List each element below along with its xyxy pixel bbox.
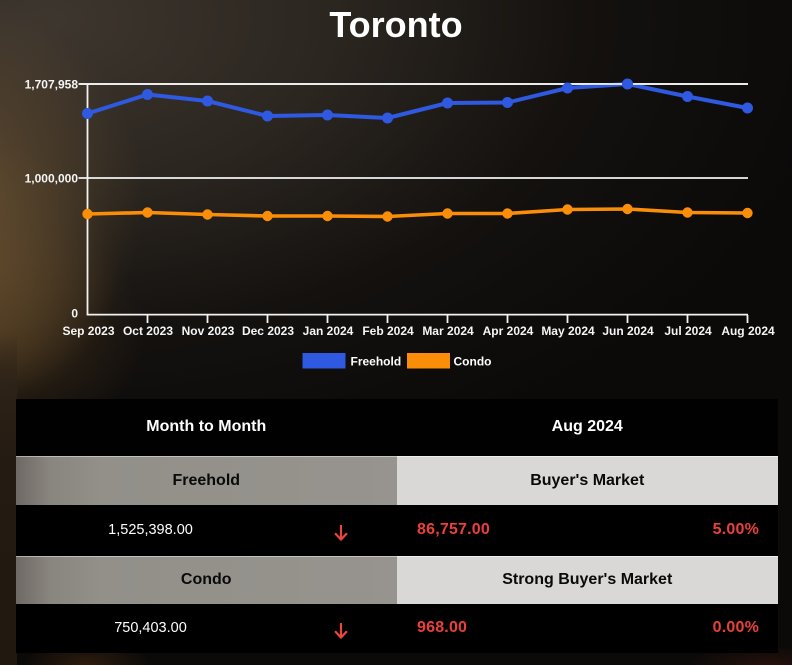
svg-text:Dec 2023: Dec 2023	[242, 324, 294, 338]
svg-text:Jun 2024: Jun 2024	[602, 324, 654, 338]
svg-text:Oct 2023: Oct 2023	[123, 324, 173, 338]
svg-text:0: 0	[71, 307, 78, 321]
svg-text:Mar 2024: Mar 2024	[422, 324, 474, 338]
svg-text:Apr 2024: Apr 2024	[483, 324, 534, 338]
svg-text:1,707,958: 1,707,958	[25, 78, 79, 92]
svg-text:May 2024: May 2024	[541, 324, 595, 338]
svg-text:Sep 2023: Sep 2023	[62, 324, 114, 338]
svg-text:Nov 2023: Nov 2023	[182, 324, 235, 338]
svg-text:Jan 2024: Jan 2024	[303, 324, 354, 338]
svg-text:Jul 2024: Jul 2024	[664, 324, 712, 338]
svg-text:Feb 2024: Feb 2024	[362, 324, 414, 338]
svg-text:Condo: Condo	[454, 355, 492, 369]
svg-text:Aug 2024: Aug 2024	[721, 324, 775, 338]
svg-text:Freehold: Freehold	[351, 355, 402, 369]
svg-text:1,000,000: 1,000,000	[25, 172, 79, 186]
